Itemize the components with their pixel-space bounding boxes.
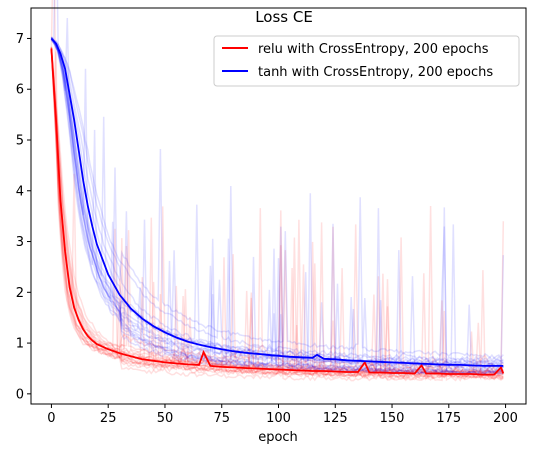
faint-run-0-11 (50, 49, 504, 374)
y-tick-label: 0 (16, 387, 24, 402)
faint-run-0-6 (50, 49, 504, 379)
faint-run-1-1 (50, 37, 504, 375)
faint-run-1-12 (51, 39, 504, 369)
x-tick-label: 150 (380, 411, 405, 426)
x-axis-label: epoch (258, 430, 298, 445)
faint-run-1-14 (50, 36, 504, 370)
faint-run-0-7 (50, 48, 504, 382)
faint-run-0-4 (50, 48, 504, 381)
faint-run-0-13 (50, 47, 504, 375)
faint-run-0-15 (50, 0, 504, 376)
faint-run-0-14 (50, 50, 504, 381)
x-tick-label: 100 (266, 411, 291, 426)
faint-run-traces (50, 0, 505, 382)
y-tick-label: 2 (16, 286, 24, 301)
faint-run-0-17 (50, 49, 504, 381)
x-tick-label: 75 (213, 411, 230, 426)
faint-run-1-0 (50, 39, 504, 366)
y-tick-label: 4 (16, 184, 24, 199)
chart-title: Loss CE (255, 8, 313, 26)
faint-run-1-11 (50, 37, 505, 374)
faint-run-1-8 (50, 39, 504, 371)
faint-run-0-0 (50, 48, 504, 380)
x-tick-label: 175 (436, 411, 461, 426)
series-line-0 (50, 48, 505, 376)
faint-run-0-1 (50, 46, 504, 379)
faint-run-1-17 (50, 38, 504, 364)
y-tick-label: 1 (16, 337, 24, 352)
legend-label-tanh: tanh with CrossEntropy, 200 epochs (258, 65, 493, 80)
faint-run-0-3 (50, 46, 504, 371)
x-tick-label: 0 (47, 411, 55, 426)
series-line-1 (50, 37, 504, 367)
y-tick-label: 5 (16, 134, 24, 149)
faint-run-0-9 (50, 48, 504, 379)
faint-run-1-10 (51, 38, 504, 374)
x-tick-label: 200 (493, 411, 518, 426)
legend-box (213, 35, 520, 87)
faint-run-0-2 (50, 49, 504, 376)
y-tick-label: 7 (16, 32, 24, 47)
series-lines (50, 37, 505, 376)
x-axis: 0 25 50 75 100 125 150 175 200 (47, 404, 518, 426)
y-tick-label: 3 (16, 235, 24, 250)
x-tick-label: 50 (157, 411, 174, 426)
legend: relu with CrossEntropy, 200 epochs tanh … (213, 35, 520, 87)
faint-run-1-16 (50, 36, 504, 369)
legend-label-relu: relu with CrossEntropy, 200 epochs (258, 42, 489, 57)
faint-run-1-13 (50, 37, 504, 360)
faint-run-0-12 (50, 46, 504, 375)
x-tick-label: 125 (323, 411, 348, 426)
y-axis: 0 1 2 3 4 5 6 7 (16, 32, 31, 402)
x-tick-label: 25 (100, 411, 117, 426)
faint-run-1-15 (50, 38, 504, 376)
y-tick-label: 6 (16, 83, 24, 98)
